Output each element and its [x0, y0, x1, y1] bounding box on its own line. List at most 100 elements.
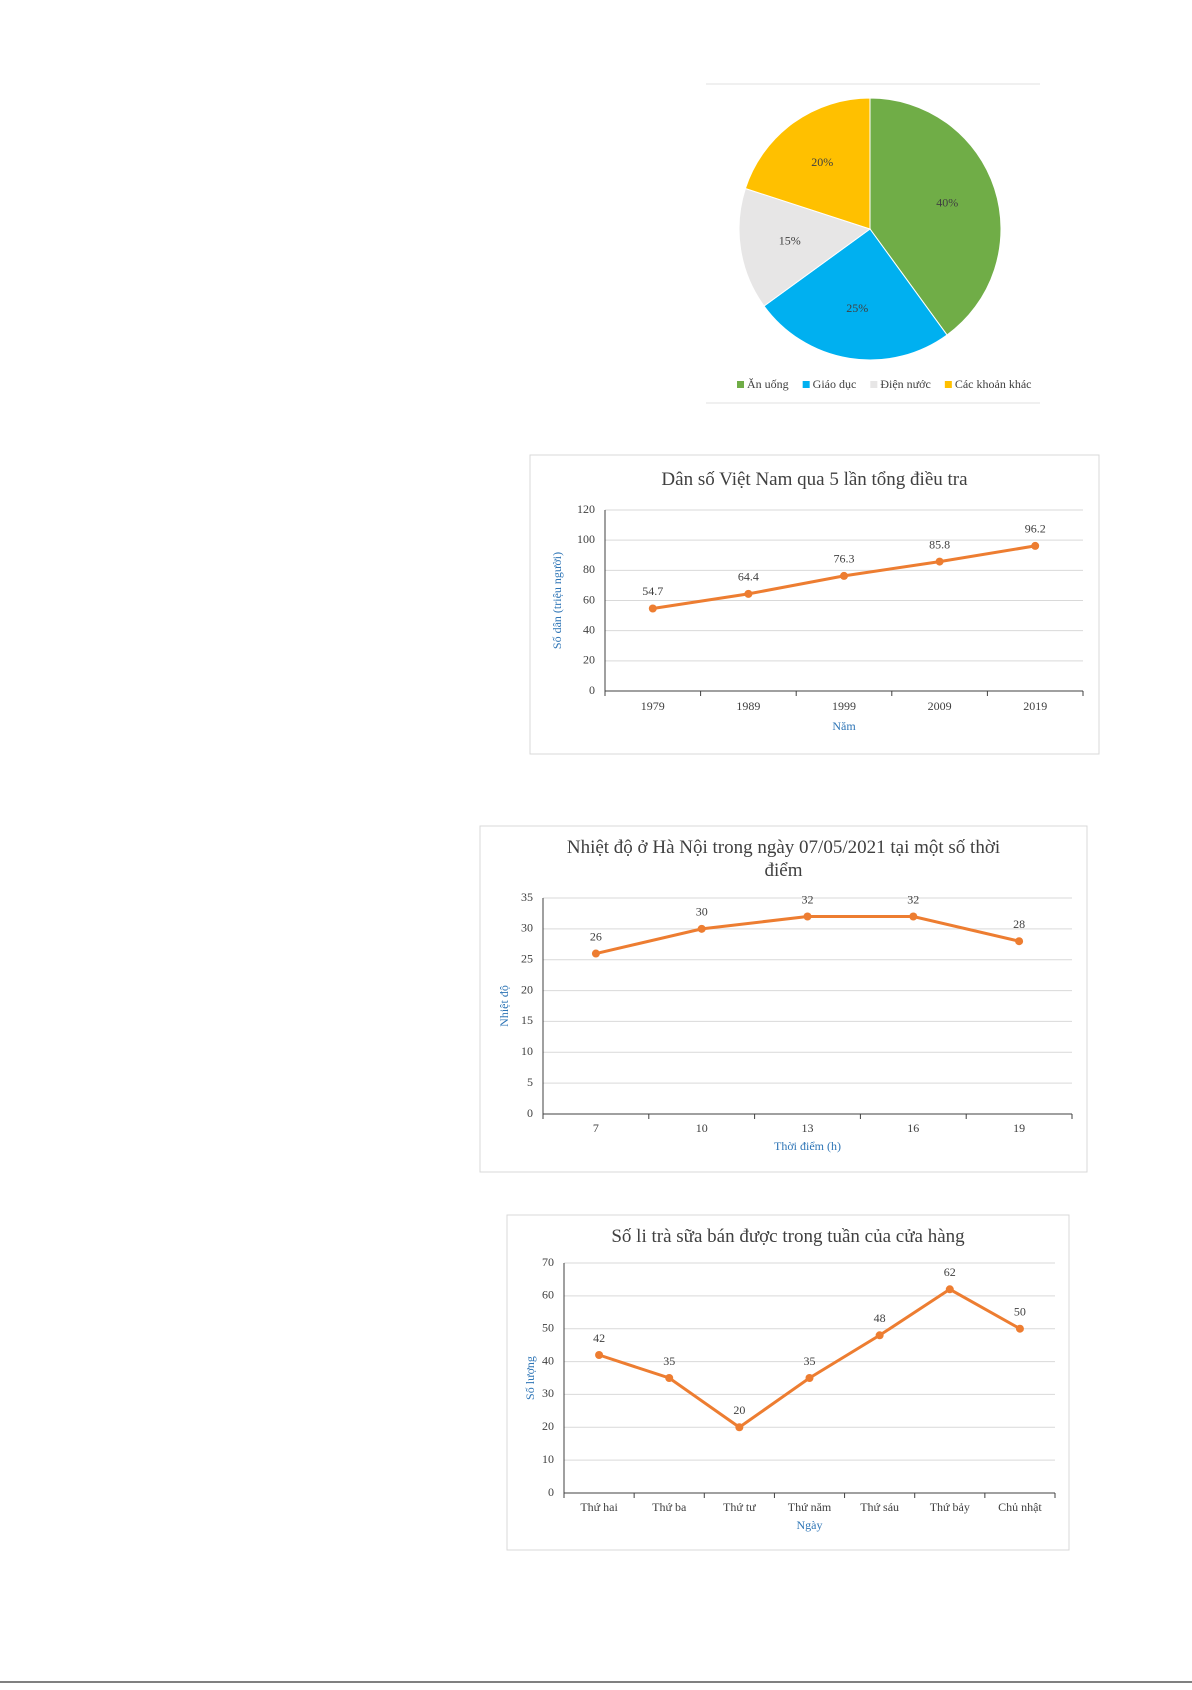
data-label: 85.8: [929, 537, 950, 551]
x-axis-label: Năm: [832, 719, 856, 733]
x-tick-label: 2009: [928, 699, 952, 713]
point: [840, 571, 848, 580]
data-label: 32: [907, 892, 919, 906]
x-tick-label: 16: [907, 1121, 919, 1135]
chart-frame: [506, 1214, 1070, 1551]
data-label: 30: [696, 905, 708, 919]
pie-slice: [763, 228, 948, 361]
y-tick-label: 70: [542, 1255, 554, 1269]
data-label: 42: [593, 1331, 605, 1345]
chart-frame: [529, 454, 1100, 755]
data-label: 20: [733, 1403, 745, 1417]
x-tick-label: 10: [696, 1121, 708, 1135]
y-tick-label: 60: [583, 592, 595, 606]
y-tick-label: 20: [583, 653, 595, 667]
pie-slice: [869, 97, 1002, 336]
y-tick-label: 0: [527, 1106, 533, 1120]
y-tick-label: 35: [521, 890, 533, 904]
data-label: 35: [804, 1354, 816, 1368]
y-axis-label: Nhiệt độ: [497, 985, 511, 1027]
x-tick-label: 19: [1013, 1121, 1025, 1135]
x-tick-label: Thứ ba: [652, 1500, 687, 1514]
data-label: 64.4: [738, 570, 759, 584]
x-tick-label: 13: [802, 1121, 814, 1135]
data-label: 35: [663, 1354, 675, 1368]
x-tick-label: Thứ hai: [580, 1500, 618, 1514]
data-label: 62: [944, 1265, 956, 1279]
point: [735, 1423, 744, 1432]
x-tick-label: Thứ sáu: [860, 1500, 899, 1514]
point: [591, 949, 600, 958]
x-tick-label: Thứ bảy: [930, 1500, 970, 1514]
y-tick-label: 30: [542, 1386, 554, 1400]
data-label: 50: [1014, 1304, 1026, 1318]
data-label: 25%: [846, 301, 868, 315]
x-tick-label: 1999: [832, 699, 856, 713]
legend-swatch: [870, 381, 878, 388]
point: [875, 1331, 884, 1340]
x-tick-label: Chủ nhật: [998, 1500, 1042, 1514]
data-label: 20%: [811, 155, 833, 169]
y-tick-label: 20: [542, 1419, 554, 1433]
point: [803, 912, 812, 921]
y-tick-label: 50: [542, 1320, 554, 1334]
y-tick-label: 120: [577, 502, 595, 516]
pie-slice: [738, 187, 872, 307]
legend-swatch: [737, 381, 744, 388]
point: [1031, 541, 1040, 550]
legend-label: Ăn uống: [747, 377, 789, 391]
point: [1015, 937, 1024, 946]
data-label: 26: [590, 929, 602, 943]
point: [665, 1374, 674, 1382]
y-tick-label: 30: [521, 921, 533, 935]
point: [935, 557, 944, 566]
y-axis-label: Số dân (triệu người): [550, 552, 564, 649]
chart-title: Số li trà sữa bán được trong tuần của cử…: [611, 1226, 965, 1247]
y-tick-label: 60: [542, 1288, 554, 1302]
x-tick-label: Thứ năm: [788, 1500, 832, 1514]
point: [744, 589, 753, 598]
title-box: Dân số Việt Nam qua 5 lần tổng điều tra: [661, 469, 968, 490]
legend-swatch: [802, 381, 810, 388]
y-tick-label: 0: [589, 683, 595, 697]
x-tick-label: Thứ tư: [723, 1500, 756, 1514]
x-axis-label: Thời điểm (h): [774, 1139, 841, 1153]
y-tick-label: 10: [542, 1452, 554, 1466]
legend-swatch: [944, 381, 952, 388]
x-tick-label: 2019: [1023, 699, 1047, 713]
data-label: 48: [874, 1311, 886, 1325]
point: [595, 1351, 604, 1359]
y-tick-label: 15: [521, 1013, 533, 1027]
legend-label: Điện nước: [880, 377, 931, 391]
chart-title: Dân số Việt Nam qua 5 lần tổng điều tra: [661, 469, 968, 490]
data-label: 76.3: [834, 552, 855, 566]
point: [1015, 1324, 1024, 1333]
y-tick-label: 25: [521, 951, 533, 965]
y-tick-label: 40: [583, 622, 595, 636]
y-tick-label: 0: [548, 1485, 554, 1499]
data-label: 54.7: [642, 584, 663, 598]
point: [697, 924, 706, 933]
y-tick-label: 10: [521, 1044, 533, 1058]
y-tick-label: 5: [527, 1075, 533, 1089]
data-label: 28: [1013, 917, 1025, 931]
x-tick-label: 1989: [736, 699, 760, 713]
point: [909, 912, 918, 921]
x-tick-label: 7: [593, 1121, 599, 1135]
data-label: 96.2: [1025, 522, 1046, 536]
data-label: 32: [802, 892, 814, 906]
data-label: 40%: [936, 196, 958, 210]
x-axis-label: Ngày: [797, 1518, 823, 1532]
point: [945, 1285, 954, 1294]
point: [648, 604, 657, 613]
y-tick-label: 100: [577, 532, 595, 546]
y-axis-label: Số lượng: [523, 1356, 537, 1400]
data-label: 15%: [779, 233, 801, 247]
y-tick-label: 20: [521, 982, 533, 996]
title-box: Nhiệt độ ở Hà Nội trong ngày 07/05/2021 …: [567, 837, 1000, 881]
y-tick-label: 80: [583, 562, 595, 576]
y-tick-label: 40: [542, 1353, 554, 1367]
point: [805, 1374, 814, 1382]
legend-label: Các khoản khác: [955, 377, 1032, 391]
